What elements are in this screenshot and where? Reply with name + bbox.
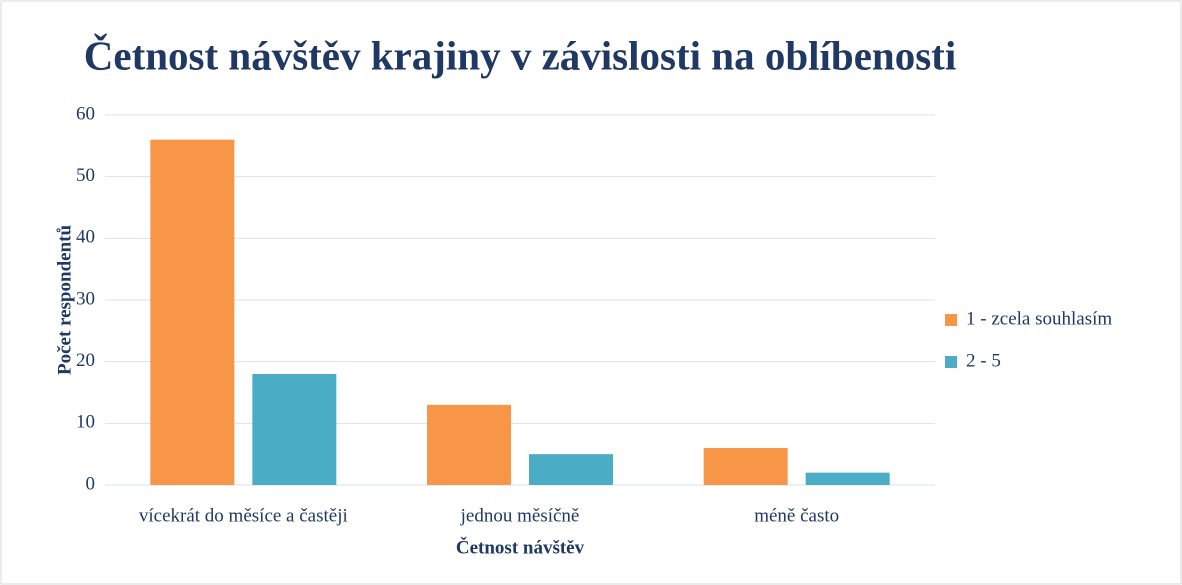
legend-swatch [945,314,957,326]
legend-label: 2 - 5 [966,350,1001,371]
x-axis-title: Četnost návštěv [456,536,585,558]
bar [252,374,337,485]
bar [427,404,511,485]
y-tick-label: 20 [76,350,95,371]
legend-label: 1 - zcela souhlasím [966,308,1112,329]
y-tick-label: 50 [76,165,95,186]
y-tick-label: 60 [76,103,95,124]
chart-title: Četnost návštěv krajiny v závislosti na … [84,32,956,78]
x-tick-label: vícekrát do měsíce a častěji [139,505,348,526]
bar [150,139,235,485]
y-tick-label: 30 [76,288,95,309]
bar [805,472,890,485]
bar [529,454,613,485]
x-tick-label: jednou měsíčně [460,505,580,526]
legend-swatch [945,356,957,368]
x-tick-label: méně často [754,505,839,526]
y-tick-label: 0 [86,473,96,494]
y-axis-title: Počet respondentů [54,225,75,375]
y-tick-label: 40 [76,227,95,248]
y-tick-label: 10 [76,412,95,433]
bar [703,448,788,485]
